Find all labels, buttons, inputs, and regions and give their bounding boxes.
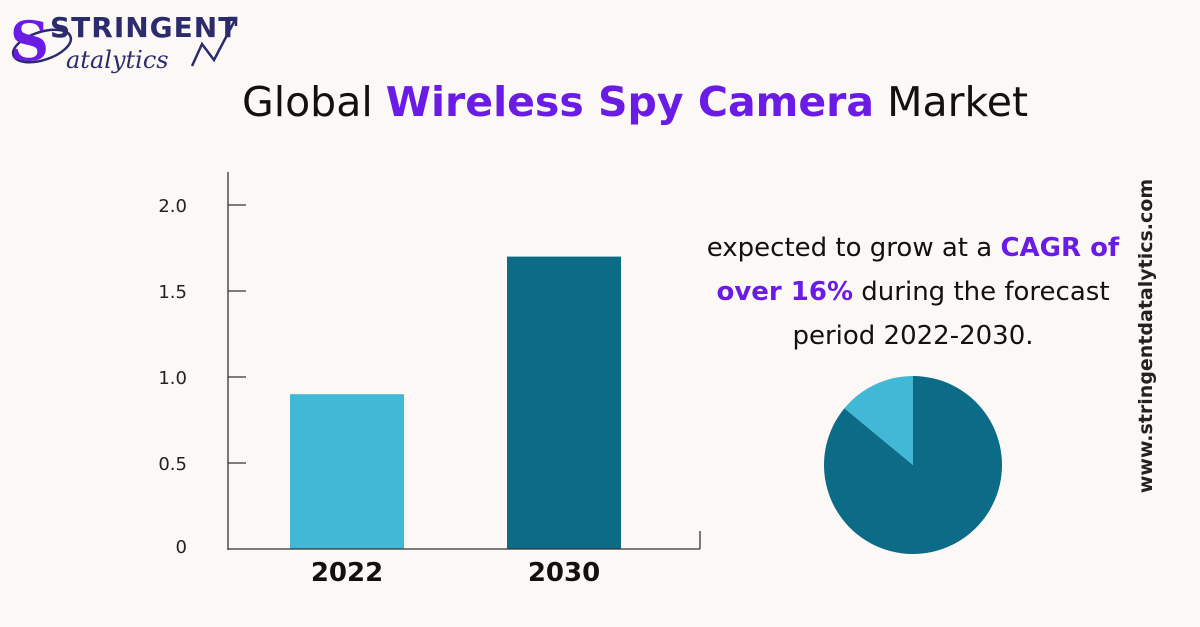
bar-2030 — [507, 256, 621, 549]
logo-trend-arrow-icon — [190, 17, 238, 67]
logo-line1: STRINGENT — [50, 11, 238, 44]
x-axis-labels: 2022 2030 — [311, 558, 600, 588]
cagr-description: expected to grow at a CAGR of over 16% d… — [700, 226, 1126, 358]
title-prefix: Global — [241, 78, 386, 126]
logo-mark: S STRINGENT atalytics — [10, 9, 238, 74]
logo-arrow-head-icon — [228, 16, 238, 26]
y-tick-label: 1.5 — [158, 282, 187, 303]
description-part1: expected to grow at a — [706, 233, 1001, 263]
y-tick-label: 1.0 — [158, 368, 187, 389]
logo-swoosh — [11, 28, 73, 64]
cagr-highlight: CAGR of over 16% — [716, 233, 1120, 307]
y-tick-label: 0.5 — [158, 454, 187, 475]
y-axis-ticks: 0 0.5 1.0 1.5 2.0 — [158, 196, 246, 558]
page-title: Global Wireless Spy Camera Market — [0, 78, 1200, 126]
bars — [290, 256, 621, 549]
pie-slice-1 — [844, 376, 913, 465]
brand-logo: S STRINGENT atalytics — [4, 4, 254, 76]
y-tick-label: 0 — [176, 537, 187, 558]
pie-chart — [824, 376, 1002, 554]
website-url-text: www.stringentdatalytics.com — [1135, 178, 1157, 494]
x-tick-label: 2030 — [528, 558, 600, 588]
logo-line2: atalytics — [66, 46, 169, 74]
title-highlight: Wireless Spy Camera — [385, 78, 875, 126]
x-tick-label: 2022 — [311, 558, 383, 588]
y-tick-label: 2.0 — [158, 196, 187, 217]
title-suffix: Market — [874, 78, 1029, 126]
bar-2022 — [290, 394, 404, 549]
logo-initial: S — [10, 9, 49, 73]
description-part2: during the forecast period 2022-2030. — [792, 277, 1110, 351]
